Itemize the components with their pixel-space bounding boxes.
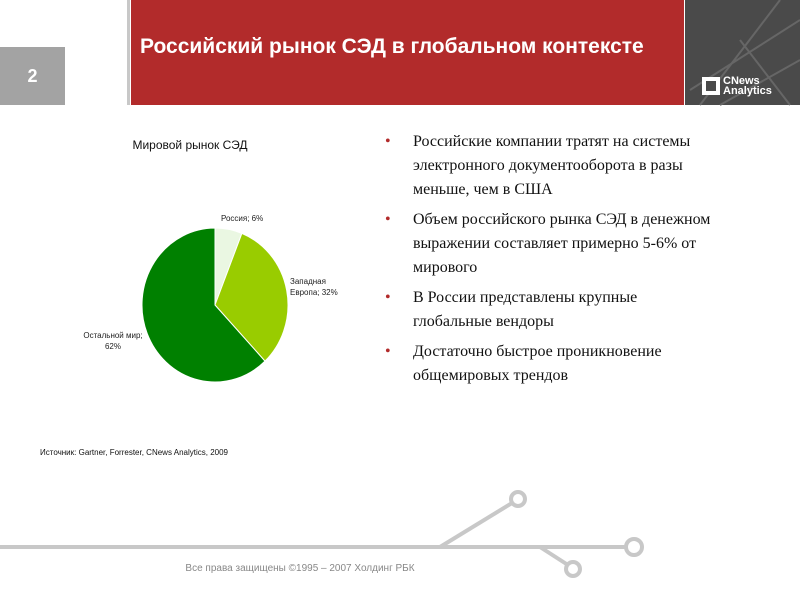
pie-label: Остальной мир; 62% (83, 331, 143, 351)
brand: CNews Analytics (723, 75, 772, 97)
bullet: Российские компании тратят на системы эл… (385, 130, 715, 202)
bullet: Объем российского рынка СЭД в денежном в… (385, 208, 715, 280)
pie (141, 227, 289, 383)
slide-title: Российский рынок СЭД в глобальном контек… (140, 35, 644, 58)
chart-title: Мировой рынок СЭД (132, 138, 248, 152)
bullet: Достаточно быстрое проникновение общемир… (385, 340, 715, 388)
header-band (131, 0, 684, 105)
texture-lines (689, 0, 800, 106)
pie-label: Россия; 6% (221, 214, 264, 223)
footer: Все права защищены ©1995 – 2007 Холдинг … (185, 563, 415, 574)
bullet-list: Российские компании тратят на системы эл… (385, 130, 715, 394)
logo-hole (706, 81, 716, 91)
pie-label: Западная Европа; 32% (290, 277, 338, 297)
brand-line: CNews (723, 75, 760, 87)
bullet: В России представлены крупные глобальные… (385, 286, 715, 334)
pie-slice (141, 227, 266, 383)
slide-number: 2 (27, 66, 38, 86)
number-box (0, 47, 65, 105)
circuit (0, 490, 644, 578)
source: Источник: Gartner, Forrester, CNews Anal… (40, 448, 228, 457)
divider (127, 0, 130, 105)
brand-line: Analytics (723, 85, 772, 97)
pie-slice (214, 232, 289, 362)
